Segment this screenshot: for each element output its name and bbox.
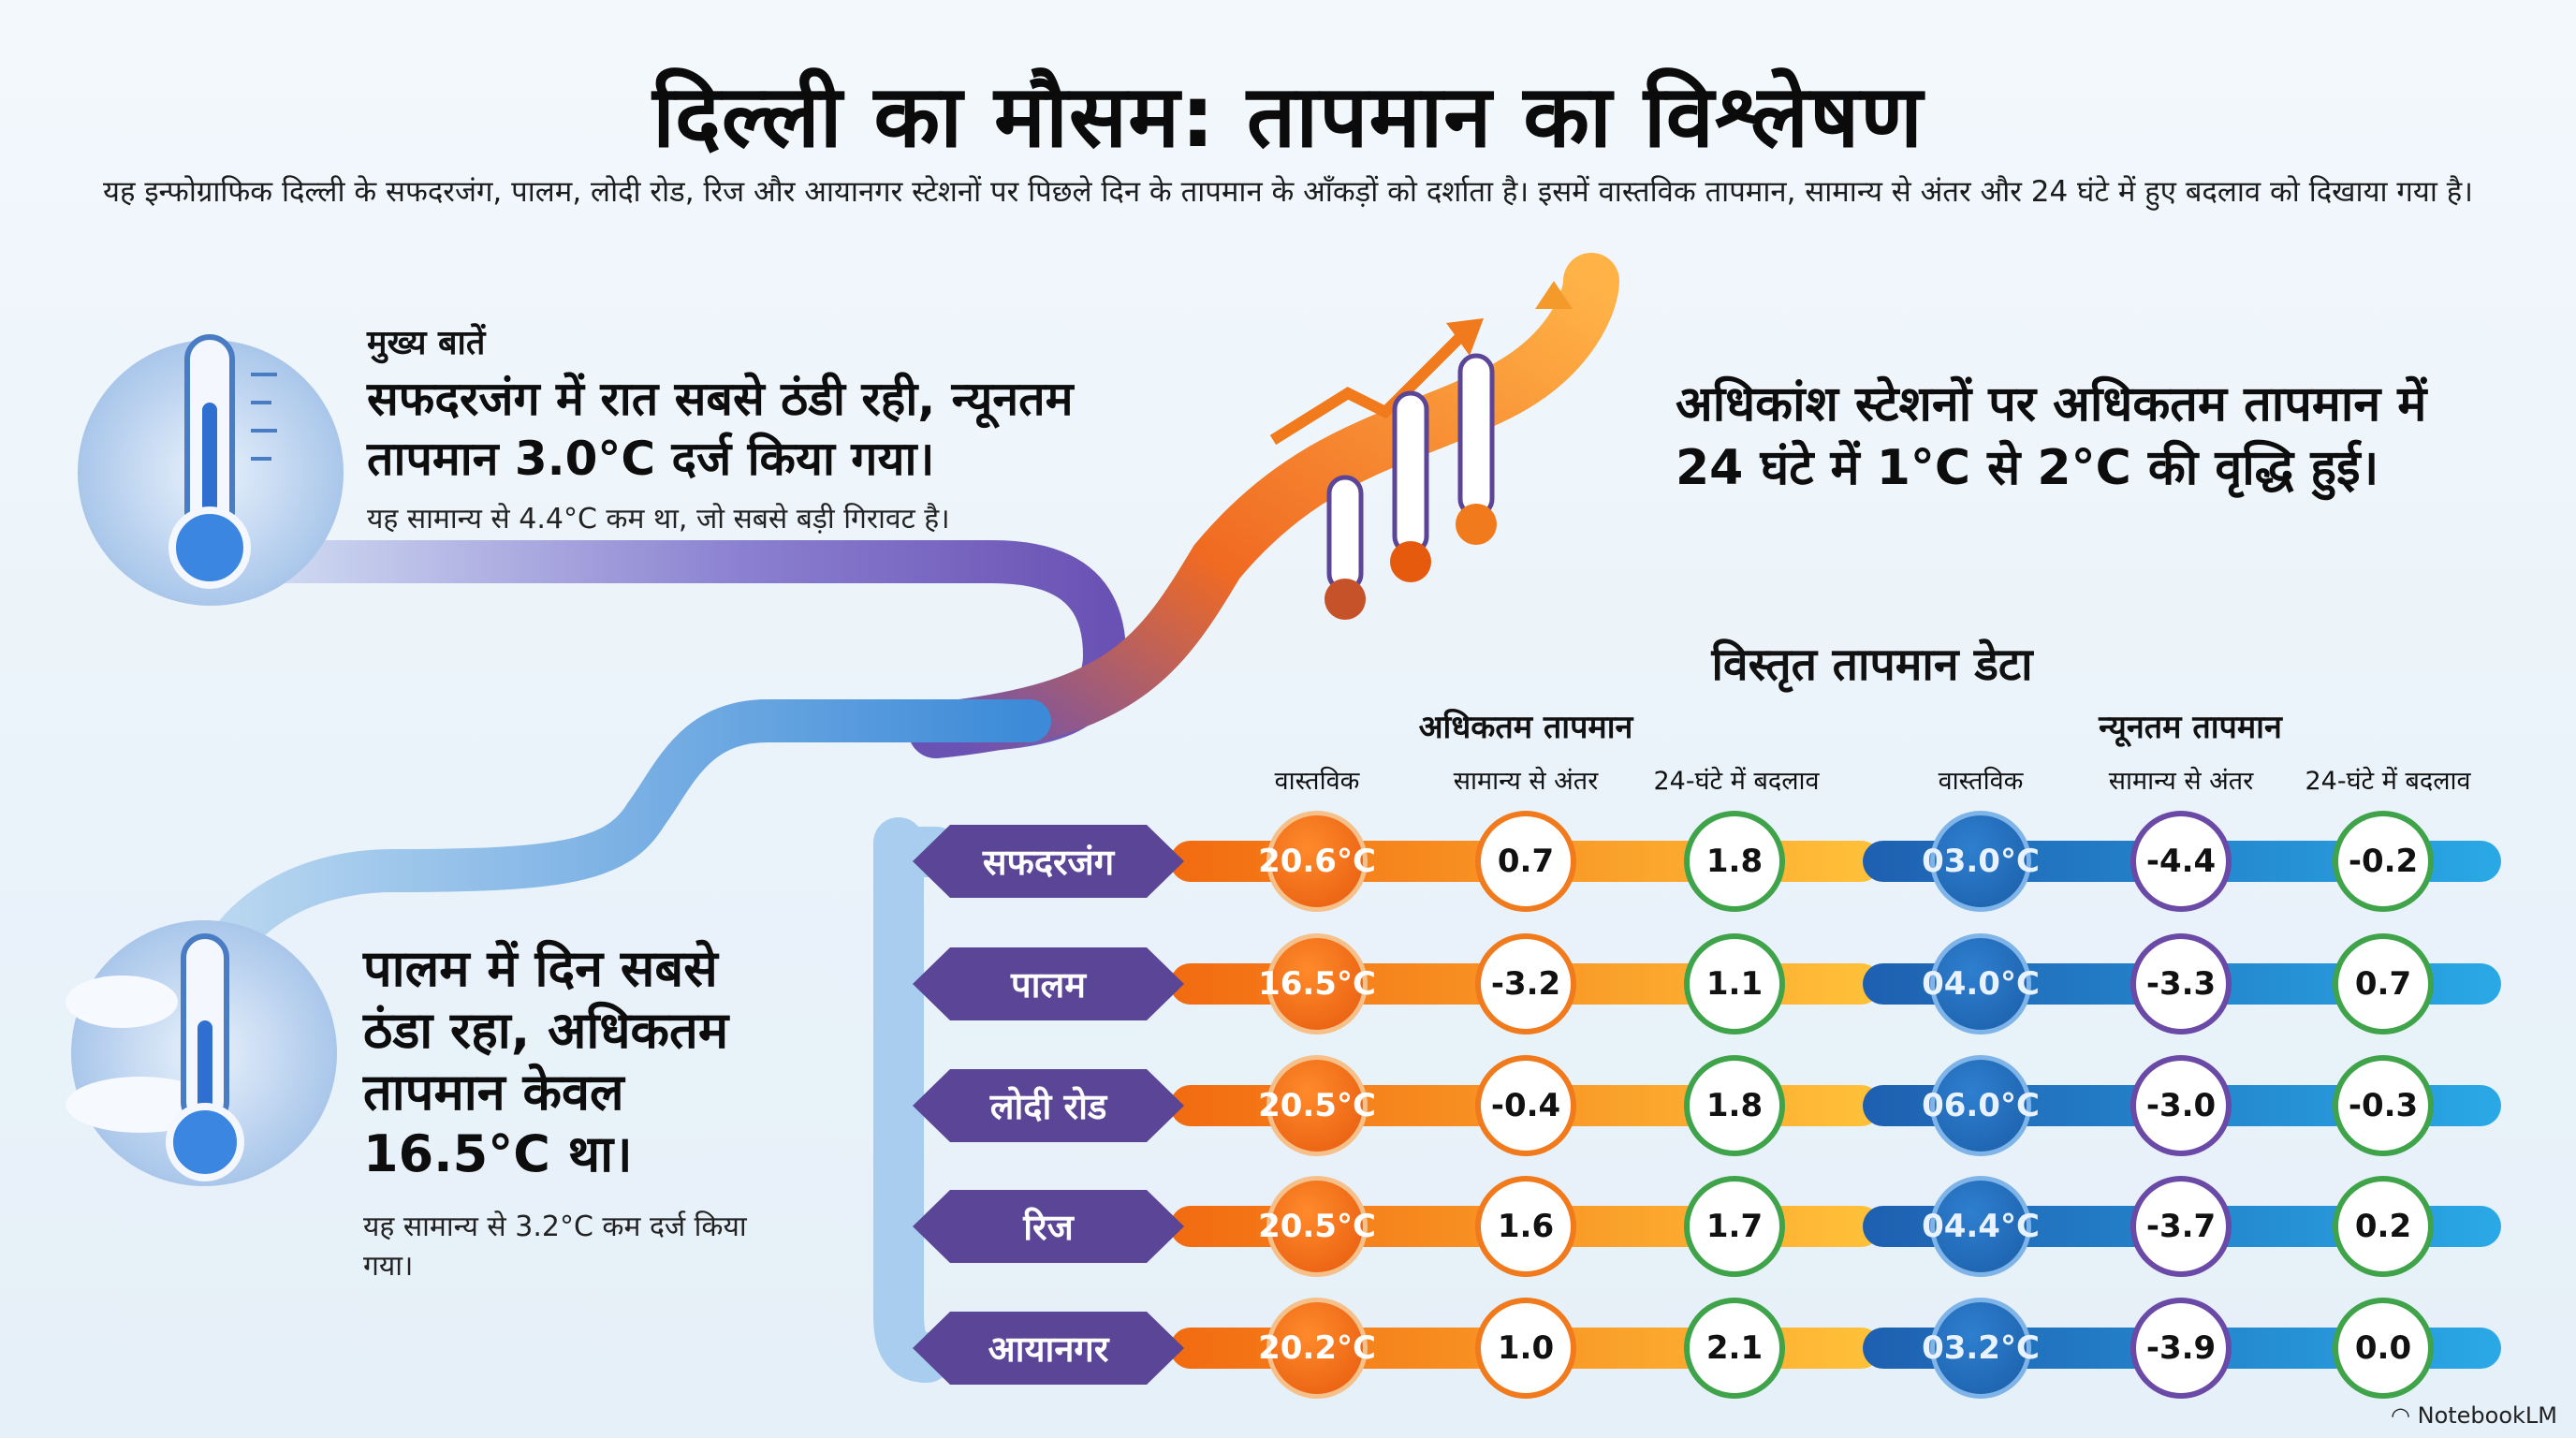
value-min-change: 0.0 [2333, 1298, 2434, 1399]
value-max-dep: -0.4 [1475, 1055, 1576, 1156]
col-header-max-change: 24-घंटे में बदलाव [1653, 767, 1820, 796]
value-max-change: 1.1 [1684, 933, 1785, 1034]
night-headline: सफदरजंग में रात सबसे ठंडी रही, न्यूनतम त… [367, 372, 1074, 486]
value-min-actual: 03.2°C [1922, 1298, 2040, 1399]
value-max-change: 1.7 [1684, 1176, 1785, 1277]
value-min-actual: 04.4°C [1922, 1176, 2040, 1277]
min-group-header: न्यूनतम तापमान [2099, 709, 2282, 746]
value-min-change: 0.2 [2333, 1176, 2434, 1277]
value-min-change: 0.7 [2333, 933, 2434, 1034]
page-subtitle: यह इन्फोग्राफिक दिल्ली के सफदरजंग, पालम,… [103, 175, 2473, 209]
rise-headline: अधिकांश स्टेशनों पर अधिकतम तापमान में 24… [1676, 376, 2427, 496]
day-headline: पालम में दिन सबसे ठंडा रहा, अधिकतम तापमा… [363, 939, 729, 1183]
value-min-actual: 04.0°C [1922, 933, 2040, 1034]
value-min-actual: 06.0°C [1922, 1055, 2040, 1156]
value-min-actual: 03.0°C [1922, 811, 2040, 912]
brand-text: NotebookLM [2417, 1402, 2557, 1429]
value-max-dep: 1.0 [1475, 1298, 1576, 1399]
value-min-dep: -3.3 [2130, 933, 2232, 1034]
value-max-actual: 16.5°C [1258, 933, 1376, 1034]
value-max-dep: -3.2 [1475, 933, 1576, 1034]
brand-label: ◠ NotebookLM [2391, 1402, 2557, 1429]
value-max-dep: 1.6 [1475, 1176, 1576, 1277]
value-min-dep: -3.0 [2130, 1055, 2232, 1156]
night-note: यह सामान्य से 4.4°C कम था, जो सबसे बड़ी … [367, 503, 950, 536]
value-min-dep: -3.9 [2130, 1298, 2232, 1399]
col-header-min-change: 24-घंटे में बदलाव [2305, 767, 2471, 796]
max-group-header: अधिकतम तापमान [1418, 709, 1633, 746]
station-label: आयानगर [913, 1312, 1184, 1385]
value-max-actual: 20.5°C [1258, 1176, 1376, 1277]
col-header-min-actual: वास्तविक [1938, 767, 2024, 796]
value-max-actual: 20.2°C [1258, 1298, 1376, 1399]
value-max-change: 2.1 [1684, 1298, 1785, 1399]
value-max-actual: 20.6°C [1258, 811, 1376, 912]
value-max-actual: 20.5°C [1258, 1055, 1376, 1156]
highlights-heading: मुख्य बातें [367, 324, 486, 362]
day-note: यह सामान्य से 3.2°C कम दर्ज किया गया। [363, 1211, 747, 1283]
value-min-dep: -4.4 [2130, 811, 2232, 912]
col-header-max-actual: वास्तविक [1274, 767, 1360, 796]
value-max-dep: 0.7 [1475, 811, 1576, 912]
value-min-change: -0.2 [2333, 811, 2434, 912]
station-label: सफदरजंग [913, 825, 1184, 898]
table-title: विस्तृत तापमान डेटा [1711, 638, 2033, 691]
notebooklm-logo-icon: ◠ [2391, 1402, 2418, 1429]
station-label: लोदी रोड [913, 1069, 1184, 1142]
value-max-change: 1.8 [1684, 811, 1785, 912]
value-max-change: 1.8 [1684, 1055, 1785, 1156]
value-min-dep: -3.7 [2130, 1176, 2232, 1277]
page-title: दिल्ली का मौसम: तापमान का विश्लेषण [652, 66, 1924, 167]
value-min-change: -0.3 [2333, 1055, 2434, 1156]
station-label: पालम [913, 947, 1184, 1020]
station-label: रिज [913, 1190, 1184, 1263]
col-header-max-dep: सामान्य से अंतर [1453, 767, 1599, 796]
rising-thermometers-icon [1269, 281, 1573, 620]
col-header-min-dep: सामान्य से अंतर [2108, 767, 2254, 796]
